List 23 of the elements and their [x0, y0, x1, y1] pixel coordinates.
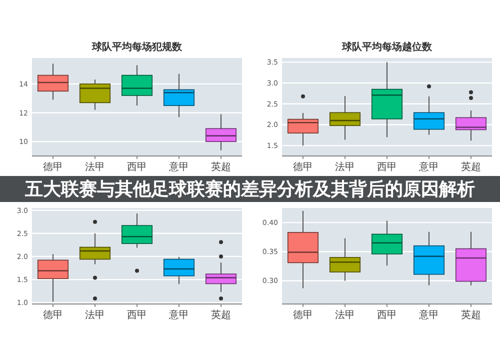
x-tick-label: 意甲: [168, 309, 189, 321]
x-tick-label: 法甲: [335, 309, 355, 321]
x-tick-label: 意甲: [168, 161, 189, 173]
x-tick-label: 西甲: [377, 310, 397, 321]
x-tick-label: 德甲: [293, 310, 313, 321]
x-tick-label: 西甲: [127, 310, 147, 321]
x-tick-label: 德甲: [43, 162, 63, 173]
x-tick-label: 英超: [211, 161, 231, 173]
x-tick-label: 德甲: [293, 162, 313, 173]
x-tick-label: 法甲: [85, 309, 105, 321]
x-tick-label: 意甲: [418, 161, 439, 173]
x-tick-label: 英超: [461, 161, 481, 173]
chart-title: 球队平均每场犯规数: [91, 41, 183, 53]
x-tick-label: 法甲: [85, 161, 105, 173]
x-tick-label: 意甲: [418, 309, 439, 321]
x-tick-label: 西甲: [127, 162, 147, 173]
text: 五大联赛与其他足球联赛的差异分析及其背后的原因解析: [24, 179, 475, 200]
x-tick-label: 德甲: [43, 310, 63, 321]
x-tick-label: 英超: [461, 309, 481, 321]
x-tick-label: 法甲: [335, 161, 355, 173]
x-tick-label: 西甲: [377, 162, 397, 173]
x-tick-label: 英超: [211, 309, 231, 321]
chart-title: 球队平均每场越位数: [341, 41, 433, 53]
